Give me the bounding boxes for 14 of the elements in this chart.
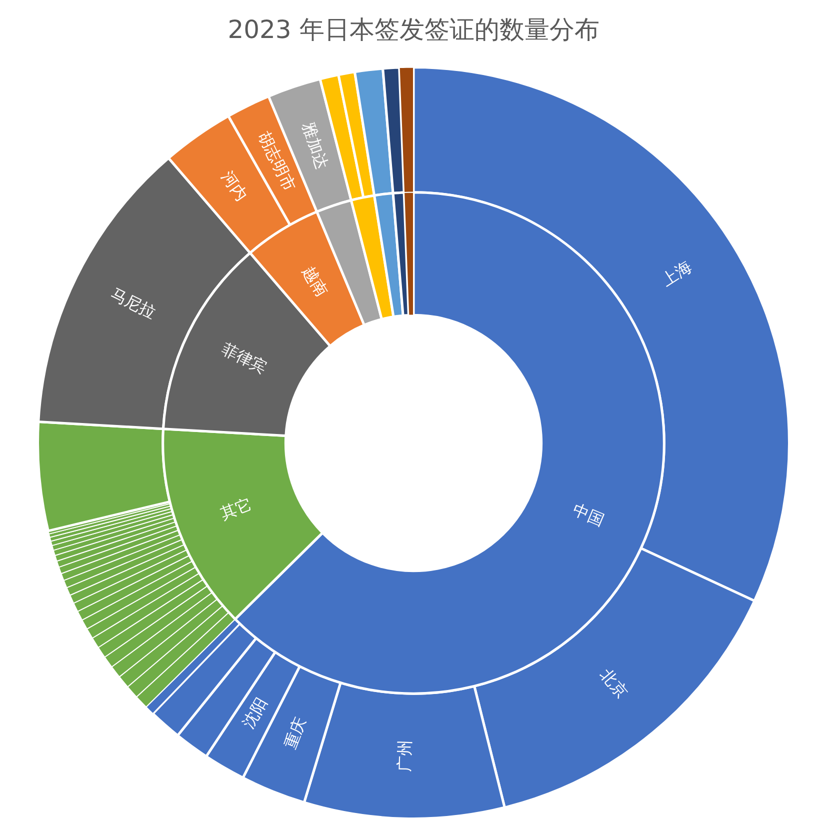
slice-label: 北京 xyxy=(596,665,632,702)
slice-label: 重庆 xyxy=(280,714,310,752)
slice-label: 胡志明市 xyxy=(254,128,300,194)
slice-label: 沈阳 xyxy=(238,694,271,732)
slice-label: 上海 xyxy=(658,256,696,290)
slice-label: 菲律宾 xyxy=(218,338,270,378)
slice-label: 广州 xyxy=(394,740,414,772)
slice-label: 马尼拉 xyxy=(108,284,160,322)
chart-title: 2023 年日本签发签证的数量分布 xyxy=(226,14,600,46)
slice-label: 雅加达 xyxy=(298,120,332,172)
slice-label: 越南 xyxy=(298,262,332,300)
slice-label: 其它 xyxy=(218,494,254,524)
slice-label: 中国 xyxy=(570,500,608,530)
slice-label: 河内 xyxy=(218,167,252,205)
